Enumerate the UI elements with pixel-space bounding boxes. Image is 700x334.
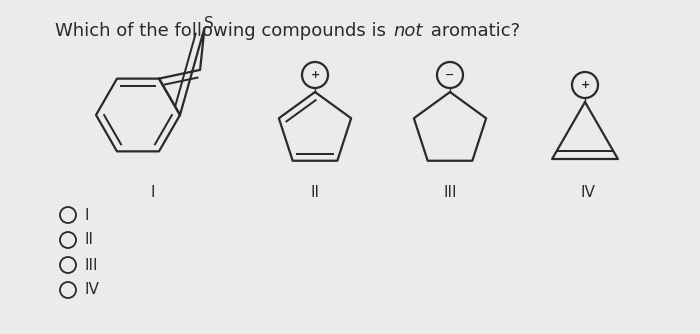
Text: aromatic?: aromatic? — [425, 22, 520, 40]
Text: III: III — [443, 185, 456, 200]
Text: I: I — [84, 207, 88, 222]
Text: III: III — [84, 258, 97, 273]
Text: IV: IV — [84, 283, 99, 298]
Text: II: II — [84, 232, 93, 247]
Text: IV: IV — [580, 185, 596, 200]
Text: Which of the following compounds is: Which of the following compounds is — [55, 22, 392, 40]
Text: +: + — [310, 70, 320, 80]
Text: I: I — [150, 185, 155, 200]
Text: −: − — [445, 70, 455, 80]
Text: II: II — [311, 185, 319, 200]
Text: +: + — [580, 80, 589, 90]
Text: S: S — [204, 16, 214, 31]
Text: not: not — [393, 22, 422, 40]
